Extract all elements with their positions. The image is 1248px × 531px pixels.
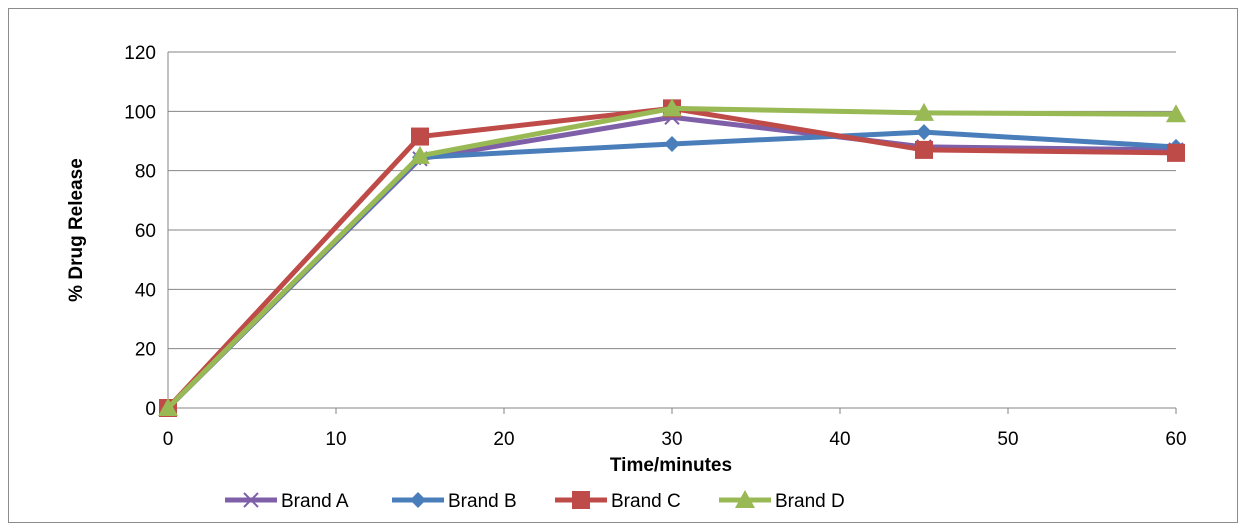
y-tick-label: 40 xyxy=(135,280,156,301)
data-point-brand-b xyxy=(664,135,680,152)
plot-area xyxy=(158,98,1186,417)
y-tick-label: 0 xyxy=(145,399,156,420)
y-tick-label: 20 xyxy=(135,340,156,361)
legend-item-brand-a: Brand A xyxy=(225,491,349,512)
data-point-brand-d xyxy=(662,98,682,117)
series-line-brand-a xyxy=(166,114,1177,410)
legend-label: Brand D xyxy=(775,491,845,512)
data-point-brand-c xyxy=(915,140,933,159)
data-point-brand-d xyxy=(410,145,430,164)
legend-swatch-marker xyxy=(410,492,426,508)
x-tick-label: 30 xyxy=(661,429,682,450)
x-tick-labels: 0 10 20 30 40 50 60 xyxy=(163,429,1187,450)
y-tick-label: 120 xyxy=(124,43,156,64)
series-line-brand-b xyxy=(166,129,1177,410)
x-tick-label: 0 xyxy=(163,429,174,450)
legend-item-brand-c: Brand C xyxy=(555,491,681,512)
x-tick-label: 50 xyxy=(997,429,1018,450)
legend-swatch-marker xyxy=(572,491,590,509)
y-axis-title: % Drug Release xyxy=(66,158,87,302)
data-point-brand-d xyxy=(1166,104,1186,123)
gridlines xyxy=(168,51,1176,350)
y-tick-labels: 0 20 40 60 80 100 120 xyxy=(124,43,156,420)
x-tick-label: 20 xyxy=(493,429,514,450)
legend: Brand A Brand B Brand C Brand D xyxy=(225,490,845,512)
data-point-brand-c xyxy=(411,127,429,146)
x-tick-label: 60 xyxy=(1165,429,1186,450)
data-point-brand-d xyxy=(914,102,934,121)
series-brand-b xyxy=(160,124,1184,416)
legend-swatch-marker xyxy=(735,490,755,508)
legend-swatch-marker xyxy=(243,492,259,508)
x-axis-title: Time/minutes xyxy=(610,455,732,476)
legend-label: Brand A xyxy=(281,491,349,512)
legend-item-brand-b: Brand B xyxy=(392,491,517,512)
chart-frame xyxy=(8,8,1238,523)
y-tick-label: 60 xyxy=(135,221,156,242)
legend-label: Brand C xyxy=(611,491,681,512)
data-point-brand-d xyxy=(158,398,178,416)
data-point-brand-b xyxy=(916,124,932,141)
legend-item-brand-d: Brand D xyxy=(719,490,845,512)
y-tick-label: 100 xyxy=(124,102,156,123)
series-brand-d xyxy=(158,98,1186,416)
x-tick-label: 10 xyxy=(325,429,346,450)
marker-stroke xyxy=(243,492,259,508)
x-tick-label: 40 xyxy=(829,429,850,450)
data-point-brand-c xyxy=(1167,143,1185,162)
y-tick-label: 80 xyxy=(135,162,156,183)
legend-label: Brand B xyxy=(448,491,517,512)
